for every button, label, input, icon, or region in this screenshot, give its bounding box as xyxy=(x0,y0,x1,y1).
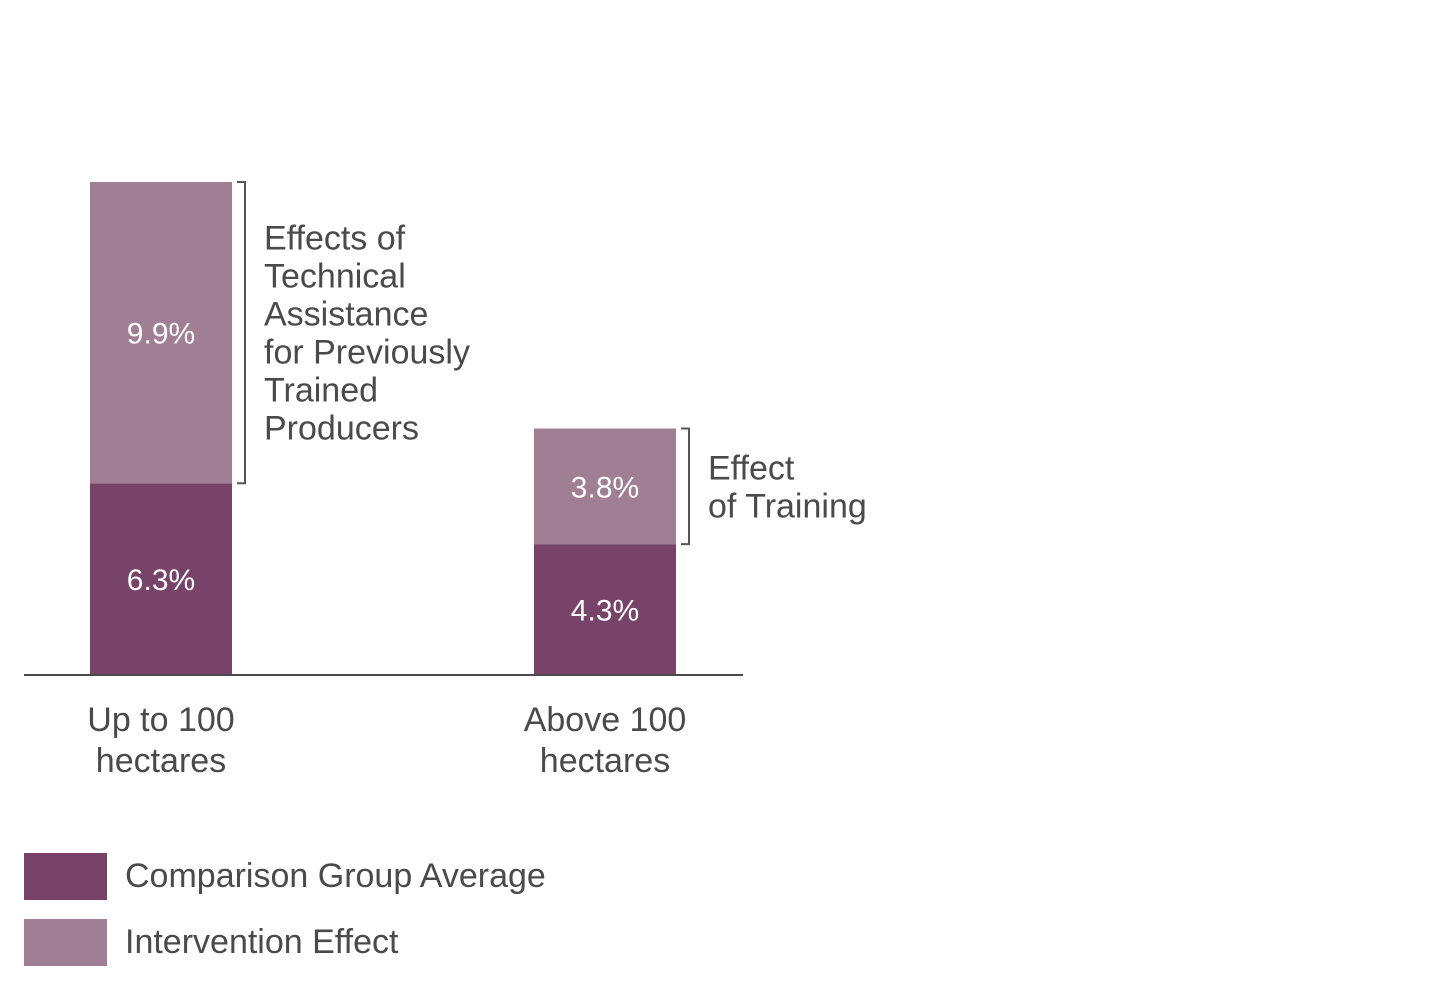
category-label: Above 100 hectares xyxy=(524,701,687,780)
stacked-bar-chart: 6.3% 9.9% 4.3% 3.8% Effects of Technical Assi… xyxy=(24,181,867,780)
legend-swatch-comparison xyxy=(24,853,107,900)
annotation-bracket xyxy=(237,181,246,485)
annotations-group: Effects of Technical Assistance for Previou… xyxy=(237,181,867,546)
bar-comparison-group-average-1 xyxy=(534,544,676,675)
category-label: Up to 100 hectares xyxy=(87,701,234,780)
legend-label-intervention: Intervention Effect xyxy=(125,923,399,961)
bar-value-label: 4.3% xyxy=(571,595,639,628)
bar-value-label: 6.3% xyxy=(127,564,195,597)
bar-intervention-effect-0 xyxy=(90,182,232,484)
bars-group: 6.3% 9.9% 4.3% 3.8% xyxy=(90,182,676,675)
category-labels-group: Up to 100 hectares Above 100 hectares xyxy=(87,701,686,780)
legend-swatch-intervention xyxy=(24,919,107,966)
annotation-label: Effect of Training xyxy=(708,449,867,525)
annotation-label: Effects of Technical Assistance for Previou… xyxy=(264,220,470,448)
bar-value-label: 9.9% xyxy=(127,318,195,351)
legend-item-comparison: Comparison Group Average xyxy=(24,853,546,900)
legend-label-comparison: Comparison Group Average xyxy=(125,857,546,895)
bar-value-label: 3.8% xyxy=(571,471,639,504)
legend-item-intervention: Intervention Effect xyxy=(24,919,546,966)
bar-intervention-effect-1 xyxy=(534,428,676,545)
annotation-bracket xyxy=(681,427,690,546)
bar-comparison-group-average-0 xyxy=(90,483,232,675)
legend: Comparison Group Average Intervention Ef… xyxy=(24,853,546,985)
